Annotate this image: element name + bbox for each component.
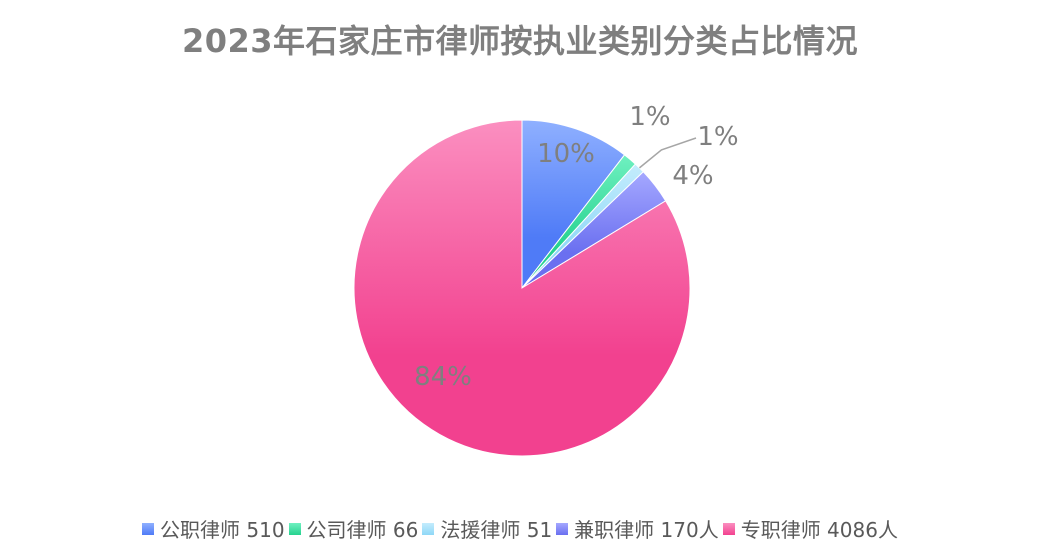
legend-item-0[interactable]: 公职律师 510 [142, 514, 285, 543]
legend-label-2: 法援律师 51 [440, 518, 553, 542]
legend-label-0: 公职律师 510 [160, 518, 285, 542]
pie-chart: 10%1%1%4%84% [353, 102, 739, 457]
legend-swatch-2 [422, 522, 435, 535]
pie-slice-4[interactable] [353, 119, 691, 457]
data-label-2: 1% [697, 122, 738, 152]
leader-line-2 [638, 137, 697, 169]
legend-label-3: 兼职律师 170人 [574, 518, 719, 542]
legend-swatch-0 [142, 522, 155, 535]
legend-swatch-3 [556, 522, 569, 535]
data-label-4: 84% [414, 362, 472, 392]
data-label-0: 10% [537, 139, 595, 169]
data-label-3: 4% [672, 161, 713, 191]
legend-item-2[interactable]: 法援律师 51 [422, 514, 552, 543]
data-label-1: 1% [629, 102, 670, 132]
legend-label-1: 公司律师 66 [306, 518, 419, 542]
legend-swatch-1 [288, 522, 301, 535]
legend: 公职律师 510 公司律师 66 法援律师 51 兼职律师 170人 专职律师 … [0, 514, 1040, 543]
legend-item-1[interactable]: 公司律师 66 [288, 514, 419, 543]
legend-item-3[interactable]: 兼职律师 170人 [556, 514, 719, 543]
legend-label-4: 专职律师 4086人 [740, 518, 898, 542]
legend-item-4[interactable]: 专职律师 4086人 [722, 514, 898, 543]
pie-slice-0[interactable] [521, 119, 626, 290]
chart-title: 2023年石家庄市律师按执业类别分类占比情况 [181, 22, 859, 60]
legend-swatch-4 [722, 522, 735, 535]
